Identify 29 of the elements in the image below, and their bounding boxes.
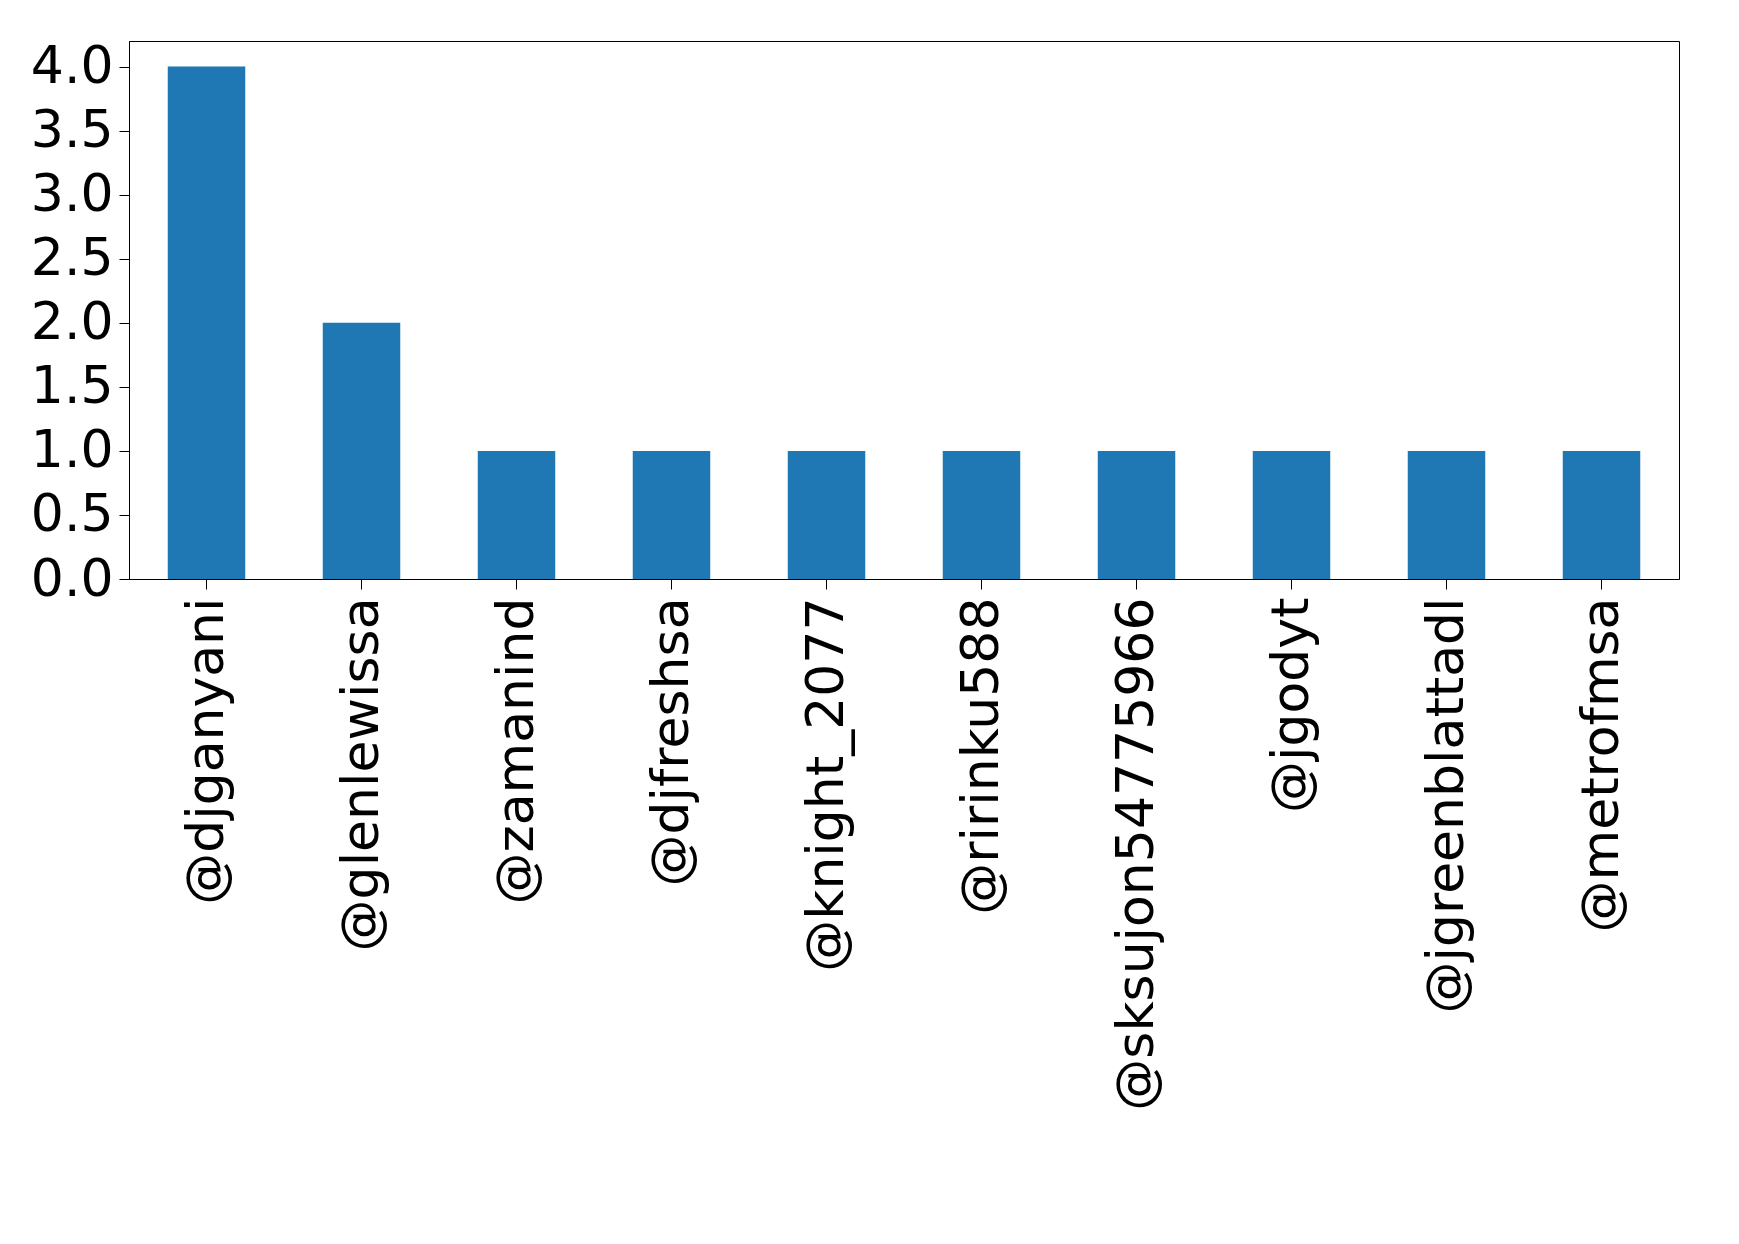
y-tick-label: 0.0 (30, 547, 114, 608)
x-tick-label: @metrofmsa (1569, 597, 1630, 933)
bar (942, 450, 1021, 579)
y-tick-label: 0.5 (30, 483, 114, 544)
x-tick-label: @ririnku588 (949, 597, 1010, 915)
x-tick-label: @zamanind (484, 597, 545, 905)
x-tick-label: @jgreenblattadl (1414, 597, 1475, 1014)
y-tick-label: 1.0 (30, 419, 114, 480)
bar (477, 450, 556, 579)
y-tick-label: 1.5 (30, 355, 114, 416)
bar (1562, 450, 1641, 579)
bar (787, 450, 866, 579)
bar (1407, 450, 1486, 579)
y-tick-label: 4.0 (30, 35, 114, 96)
y-tick-label: 3.5 (30, 99, 114, 160)
bar (322, 322, 401, 579)
bar (167, 66, 246, 579)
bar (1097, 450, 1176, 579)
x-tick-label: @glenlewissa (329, 597, 390, 952)
bar (1252, 450, 1331, 579)
x-tick-label: @knight_2077 (794, 597, 855, 972)
y-tick-label: 2.5 (30, 227, 114, 288)
x-tick-label: @djfreshsa (639, 597, 700, 887)
y-tick-label: 3.0 (30, 163, 114, 224)
bar (632, 450, 711, 579)
x-tick-label: @jgodyt (1259, 597, 1320, 813)
x-tick-label: @sksujon54775966 (1104, 597, 1165, 1111)
x-tick-label: @djganyani (174, 597, 235, 905)
y-tick-label: 2.0 (30, 291, 114, 352)
